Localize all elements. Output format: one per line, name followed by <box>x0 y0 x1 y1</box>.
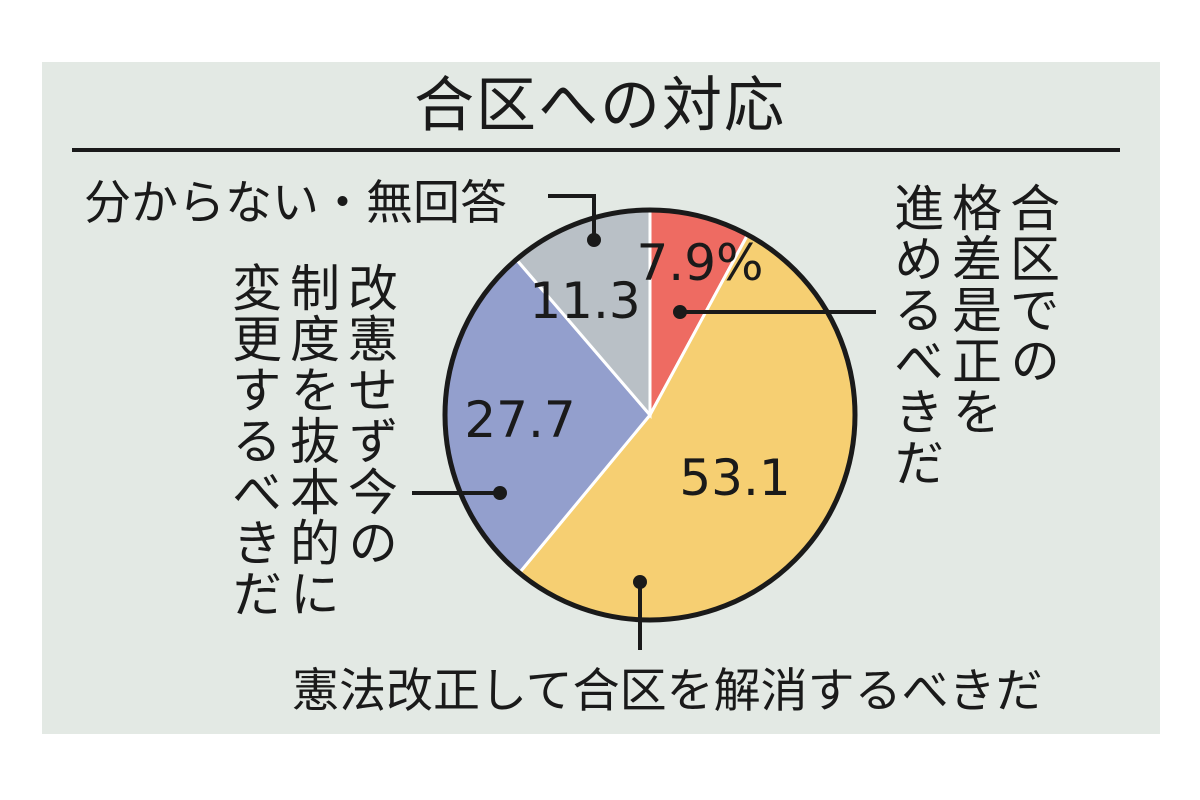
leader-lines <box>412 194 876 650</box>
value-label-d: 11.3 <box>529 272 640 330</box>
leader-dots <box>493 233 687 589</box>
value-labels: 7.9% 53.1 27.7 11.3 <box>464 234 790 507</box>
value-label-c: 27.7 <box>464 391 575 449</box>
leader-dot-b <box>633 575 647 589</box>
leader-dot-a <box>673 305 687 319</box>
chart-title: 合区への対応 <box>414 71 786 141</box>
label-d: 分からない・無回答 <box>84 176 507 231</box>
label-a-line-3: 進めるべきだ <box>886 182 944 488</box>
pie-outline <box>442 207 858 623</box>
leader-dot-c <box>493 486 507 500</box>
label-a-line-2: 格差是正を <box>944 182 1002 437</box>
title-rule <box>72 148 1120 152</box>
label-c-line-3: 変更するべきだ <box>224 262 282 619</box>
value-label-a: 7.9% <box>636 234 763 292</box>
label-c-line-1: 改憲せず今の <box>340 262 398 568</box>
label-a-line-1: 合区での <box>1002 182 1060 386</box>
leader-dot-d <box>587 233 601 247</box>
value-label-b: 53.1 <box>679 449 790 507</box>
label-b: 憲法改正して合区を解消するべきだ <box>292 664 1043 719</box>
label-c-line-2: 制度を抜本的に <box>282 262 340 619</box>
leader-line-d <box>548 194 596 240</box>
